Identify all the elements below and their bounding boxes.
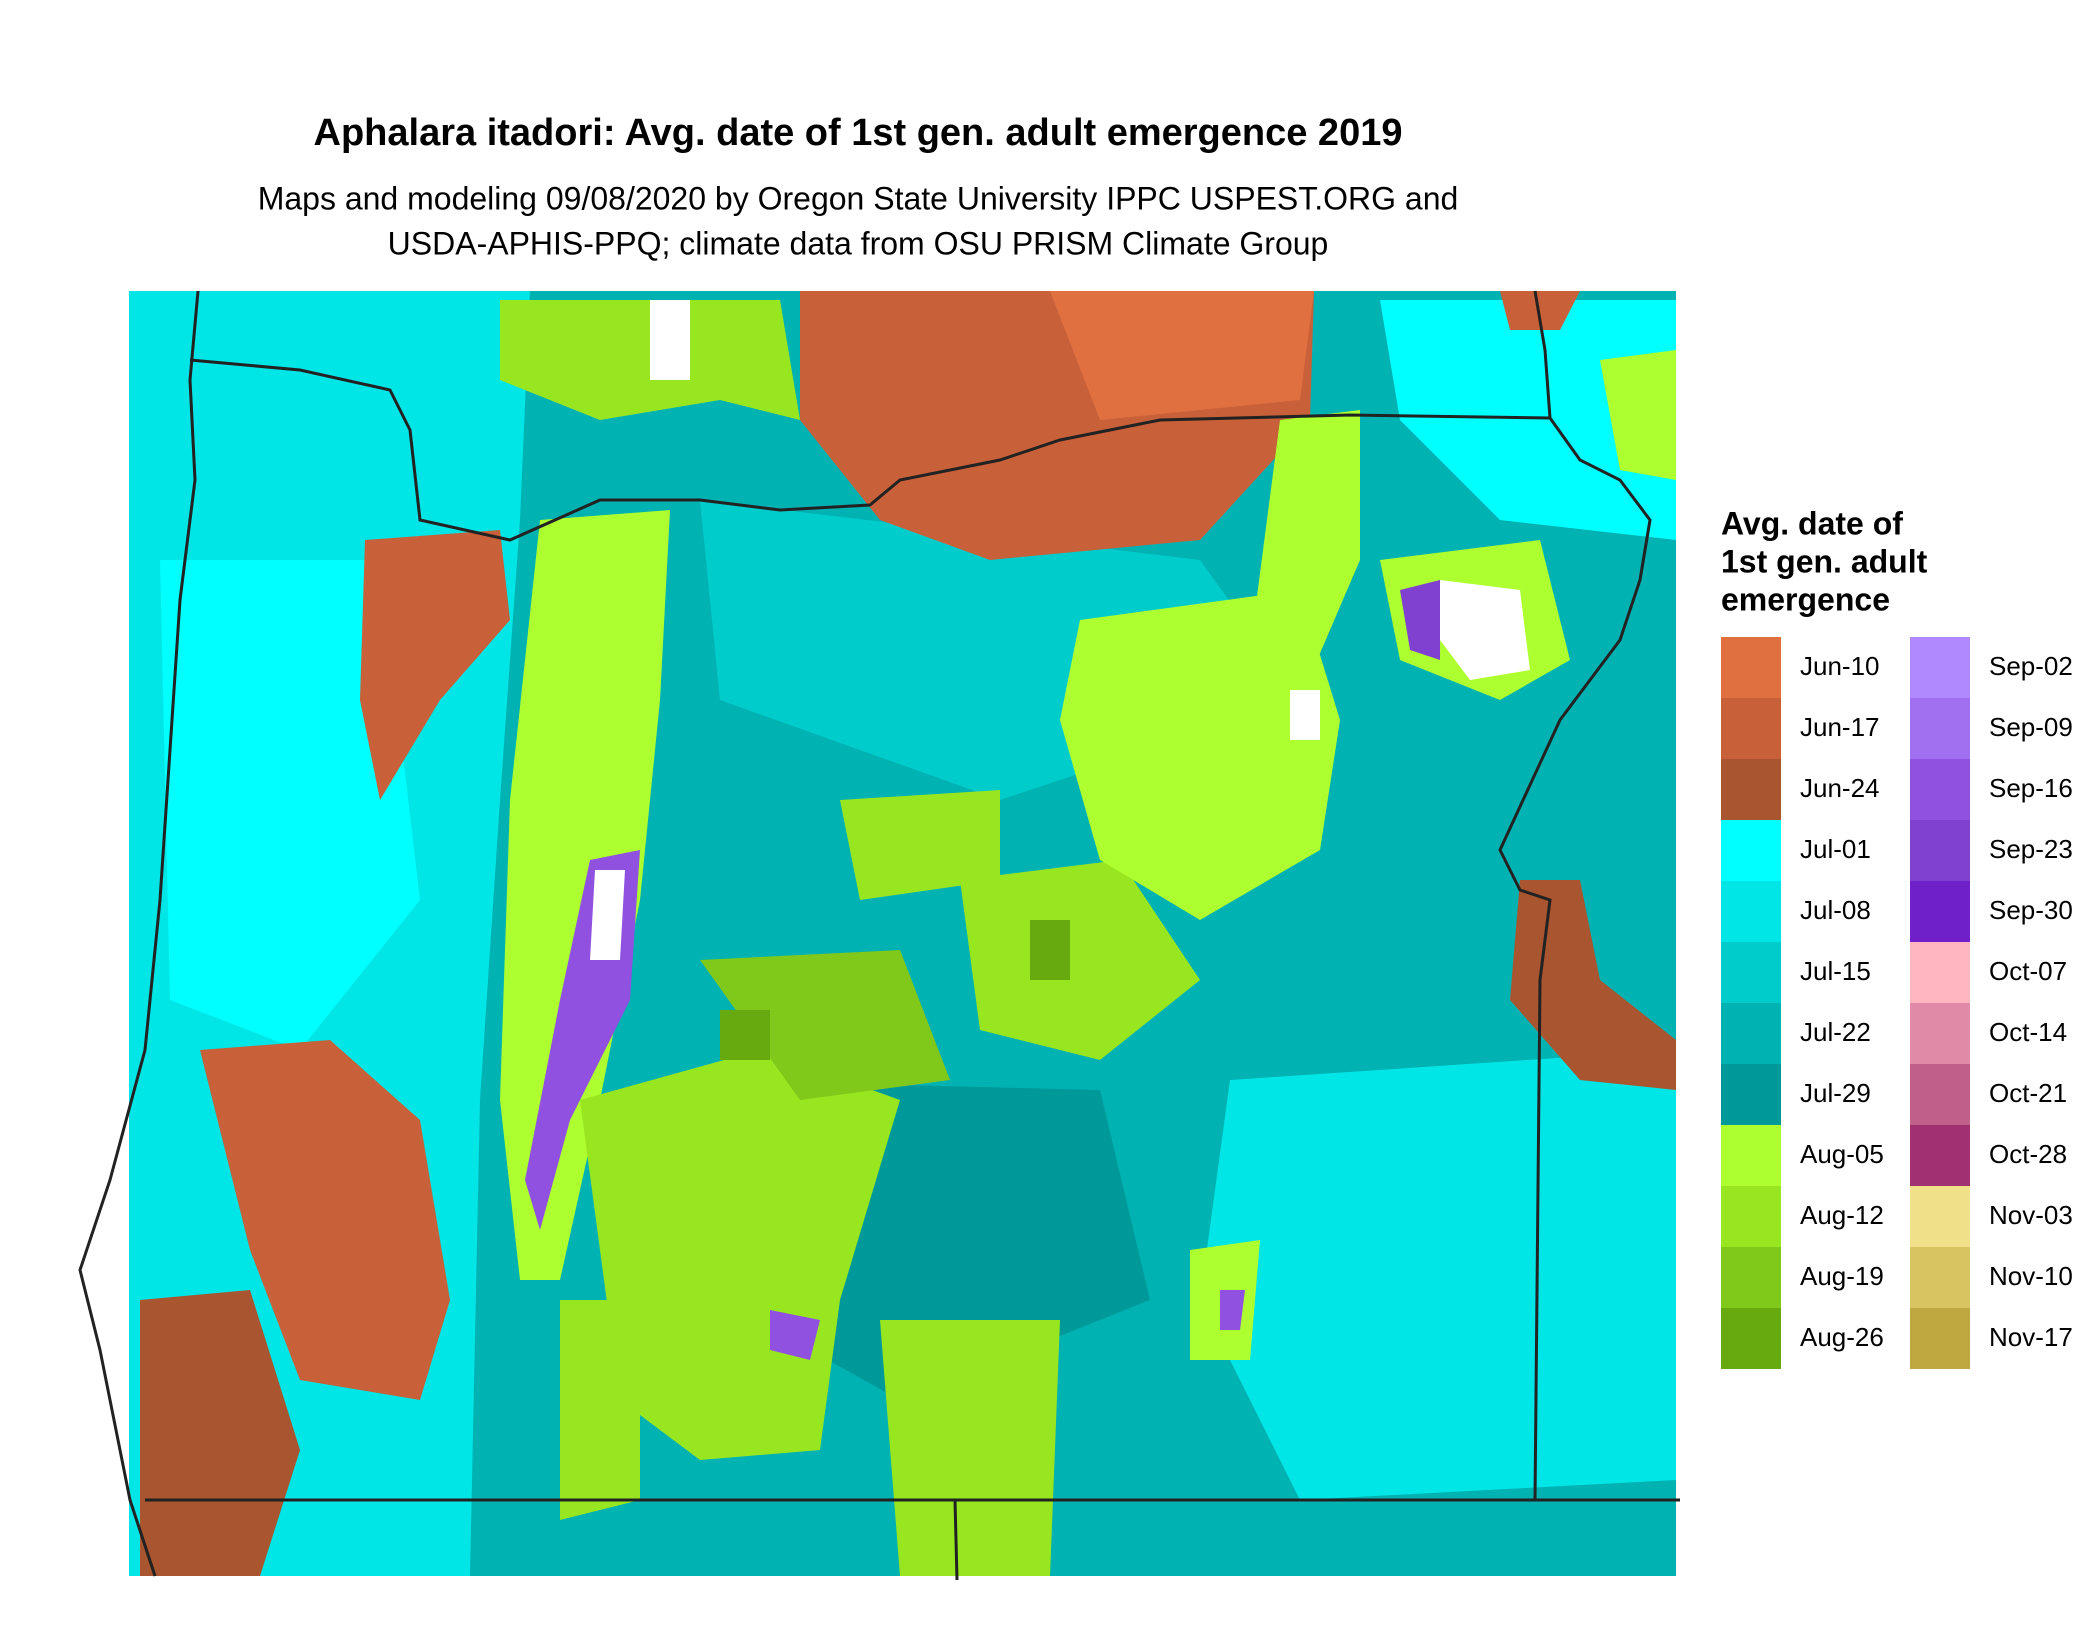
region xyxy=(140,1290,300,1576)
legend-label: Oct-28 xyxy=(1989,1139,2067,1169)
legend-label: Sep-02 xyxy=(1989,651,2073,681)
legend-swatch xyxy=(1721,1186,1781,1247)
legend-label: Sep-09 xyxy=(1989,712,2073,742)
legend-label: Jul-22 xyxy=(1800,1017,1871,1047)
state-border xyxy=(953,1499,959,1581)
legend-swatch xyxy=(1721,1125,1781,1186)
region xyxy=(650,300,690,380)
region xyxy=(700,950,950,1100)
legend-title: 1st gen. adult xyxy=(1721,543,1928,579)
legend-swatch xyxy=(1721,1308,1781,1369)
legend-swatch xyxy=(1721,698,1781,759)
state-border xyxy=(1533,290,1552,419)
legend-title: emergence xyxy=(1721,581,1890,617)
region xyxy=(560,1300,640,1520)
legend-swatch xyxy=(1910,1308,1970,1369)
legend-swatch xyxy=(1910,1125,1970,1186)
legend-label: Jul-15 xyxy=(1800,956,1871,986)
region xyxy=(1290,690,1320,740)
legend-label: Jun-10 xyxy=(1800,651,1880,681)
legend-swatch xyxy=(1910,942,1970,1003)
region xyxy=(960,860,1200,1060)
legend-swatch xyxy=(1721,1003,1781,1064)
region xyxy=(720,1010,770,1060)
legend-swatch xyxy=(1910,820,1970,881)
region xyxy=(880,1320,1060,1576)
legend-swatch xyxy=(1910,759,1970,820)
legend: Jun-10 Jun-17 Jun-24 Jul-01 Jul-08 Jul-15 Jul-… xyxy=(1721,637,2073,1369)
legend-swatch xyxy=(1910,1064,1970,1125)
region xyxy=(1220,1290,1245,1330)
region xyxy=(770,1310,820,1360)
region xyxy=(1060,590,1340,920)
region xyxy=(1030,920,1070,980)
legend-label: Aug-12 xyxy=(1800,1200,1884,1230)
subtitle: Maps and modeling 09/08/2020 by Oregon S… xyxy=(258,180,1459,216)
legend-swatch xyxy=(1721,881,1781,942)
legend-swatch xyxy=(1721,759,1781,820)
legend-label: Nov-10 xyxy=(1989,1261,2073,1291)
legend-swatch xyxy=(1721,820,1781,881)
region xyxy=(160,560,420,1050)
legend-label: Nov-03 xyxy=(1989,1200,2073,1230)
legend-label: Oct-14 xyxy=(1989,1017,2067,1047)
region xyxy=(580,1050,900,1460)
legend-swatch xyxy=(1910,698,1970,759)
region xyxy=(1400,580,1440,660)
region xyxy=(360,530,510,800)
legend-label: Jun-17 xyxy=(1800,712,1880,742)
legend-label: Jul-01 xyxy=(1800,834,1871,864)
legend-swatch xyxy=(1910,637,1970,698)
region xyxy=(590,870,625,960)
legend-swatch xyxy=(1721,1064,1781,1125)
legend-swatch xyxy=(1910,1186,1970,1247)
region xyxy=(1200,1050,1676,1500)
legend-label: Aug-19 xyxy=(1800,1261,1884,1291)
subtitle: USDA-APHIS-PPQ; climate data from OSU PR… xyxy=(388,225,1329,261)
region xyxy=(840,790,1000,900)
legend-swatch xyxy=(1910,1247,1970,1308)
legend-label: Jul-08 xyxy=(1800,895,1871,925)
borders xyxy=(78,290,1680,1581)
legend-label: Oct-21 xyxy=(1989,1078,2067,1108)
legend-label: Aug-26 xyxy=(1800,1322,1884,1352)
region xyxy=(1500,291,1580,330)
region xyxy=(1510,880,1676,1090)
legend-label: Jun-24 xyxy=(1800,773,1880,803)
legend-swatch xyxy=(1721,637,1781,698)
legend-label: Sep-30 xyxy=(1989,895,2073,925)
region xyxy=(1050,291,1314,420)
map-title: Aphalara itadori: Avg. date of 1st gen. … xyxy=(314,112,1403,154)
region xyxy=(1440,580,1530,680)
legend-label: Jul-29 xyxy=(1800,1078,1871,1108)
legend-swatch xyxy=(1910,881,1970,942)
state-border xyxy=(189,358,1652,1501)
legend-swatch xyxy=(1910,1003,1970,1064)
legend-label: Nov-17 xyxy=(1989,1322,2073,1352)
map xyxy=(129,291,1676,1576)
region xyxy=(1600,350,1676,480)
legend-title: Avg. date of xyxy=(1721,505,1903,541)
region xyxy=(200,1040,450,1400)
legend-label: Sep-16 xyxy=(1989,773,2073,803)
legend-label: Sep-23 xyxy=(1989,834,2073,864)
legend-label: Oct-07 xyxy=(1989,956,2067,986)
legend-swatch xyxy=(1721,1247,1781,1308)
legend-swatch xyxy=(1721,942,1781,1003)
region xyxy=(1250,410,1360,700)
coastline xyxy=(78,290,200,1577)
legend-label: Aug-05 xyxy=(1800,1139,1884,1169)
